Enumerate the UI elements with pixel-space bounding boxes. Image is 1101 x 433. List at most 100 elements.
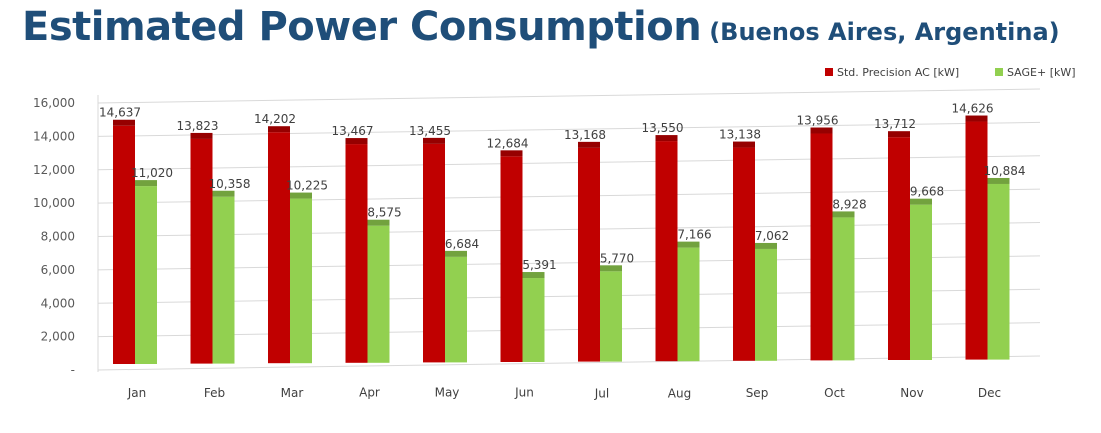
bar (500, 156, 523, 362)
data-label: 14,626 (952, 102, 994, 116)
legend-label: Std. Precision AC [kW] (837, 66, 959, 79)
bar-cap (345, 138, 368, 145)
data-label: 6,684 (445, 237, 479, 251)
x-tick-label: Jun (514, 386, 534, 400)
bar (677, 247, 700, 362)
y-tick-label: 2,000 (41, 330, 75, 344)
bar-cap (910, 198, 932, 205)
y-tick-label: 8,000 (41, 230, 75, 244)
bar (810, 133, 833, 361)
data-label: 13,550 (642, 121, 684, 135)
bar-cap (987, 177, 1010, 184)
legend-swatch (995, 68, 1003, 76)
bar-cap (832, 211, 855, 218)
data-label: 10,358 (209, 177, 251, 191)
data-label: 9,668 (910, 185, 944, 199)
bar-cap (500, 150, 523, 157)
bar-cap (755, 242, 777, 249)
gridline (97, 121, 1041, 137)
chart-subtitle: (Buenos Aires, Argentina) (709, 18, 1060, 46)
data-label: 7,166 (677, 228, 711, 242)
bar (888, 137, 910, 360)
x-tick-label: Aug (668, 386, 691, 400)
bar (445, 256, 467, 363)
bar-cap (445, 250, 467, 257)
bar (522, 278, 545, 362)
bar (987, 183, 1010, 360)
bar (832, 217, 855, 361)
legend-label: SAGE+ [kW] (1007, 66, 1076, 79)
bar (655, 141, 678, 362)
bar-cap (677, 241, 700, 248)
x-tick-label: Mar (281, 386, 304, 400)
gridline (97, 322, 1041, 338)
bar (755, 248, 777, 361)
y-tick-label: - (71, 363, 75, 377)
data-label: 8,575 (367, 206, 401, 220)
bar-cap (423, 137, 445, 144)
x-tick-label: May (435, 386, 460, 400)
bar-cap (212, 190, 235, 197)
x-tick-label: Nov (900, 386, 923, 400)
data-label: 13,823 (177, 119, 219, 133)
y-tick-label: 10,000 (33, 196, 75, 210)
y-tick-label: 4,000 (41, 296, 75, 310)
gridline (97, 188, 1041, 204)
data-label: 10,225 (286, 179, 328, 193)
gridline (97, 222, 1041, 237)
data-label: 13,138 (719, 128, 761, 142)
bar (733, 147, 755, 361)
x-tick-label: Dec (978, 386, 1001, 400)
x-tick-label: Sep (746, 386, 769, 400)
data-label: 10,884 (984, 164, 1026, 178)
y-tick-label: 6,000 (41, 263, 75, 277)
gridline (97, 288, 1041, 304)
bar (135, 186, 157, 364)
bar-cap (190, 132, 213, 139)
chart-title-block: Estimated Power Consumption (Buenos Aires… (22, 4, 1060, 50)
x-tick-label: Jan (127, 386, 147, 400)
bar-cap (367, 219, 390, 226)
data-label: 7,062 (755, 229, 789, 243)
bar (190, 138, 213, 364)
data-label: 11,020 (131, 166, 173, 180)
bar-cap (810, 127, 833, 134)
chart-title: Estimated Power Consumption (22, 4, 702, 50)
legend-swatch (825, 68, 833, 76)
bar (268, 132, 290, 364)
bar-cap (290, 192, 312, 199)
y-tick-label: 12,000 (33, 163, 75, 177)
bar-cap (268, 126, 290, 133)
bar-cap (965, 115, 988, 122)
data-label: 13,712 (874, 117, 916, 131)
bar (212, 196, 235, 364)
bar (367, 225, 390, 363)
data-label: 5,391 (522, 258, 556, 272)
bar-cap (655, 135, 678, 142)
x-tick-label: Oct (824, 386, 845, 400)
bar-cap (578, 141, 600, 148)
bar (423, 143, 445, 363)
gridline (97, 255, 1041, 271)
data-label: 12,684 (487, 136, 529, 150)
x-tick-label: Apr (359, 386, 380, 400)
bar-cap (888, 131, 910, 138)
bar-cap (522, 272, 545, 279)
data-label: 14,202 (254, 112, 296, 126)
bar-cap (600, 265, 622, 272)
gridline (97, 155, 1041, 171)
data-label: 13,467 (332, 124, 374, 138)
data-label: 13,455 (409, 124, 451, 138)
gridline (97, 88, 1041, 104)
bar (600, 271, 622, 362)
bar-cap (113, 119, 135, 126)
y-tick-label: 14,000 (33, 129, 75, 143)
bar (578, 147, 600, 362)
bar-cap (733, 141, 755, 148)
bar (290, 198, 312, 364)
data-label: 5,770 (600, 251, 634, 265)
bar (113, 125, 135, 365)
data-label: 13,956 (797, 114, 839, 128)
gridline (97, 355, 1041, 371)
